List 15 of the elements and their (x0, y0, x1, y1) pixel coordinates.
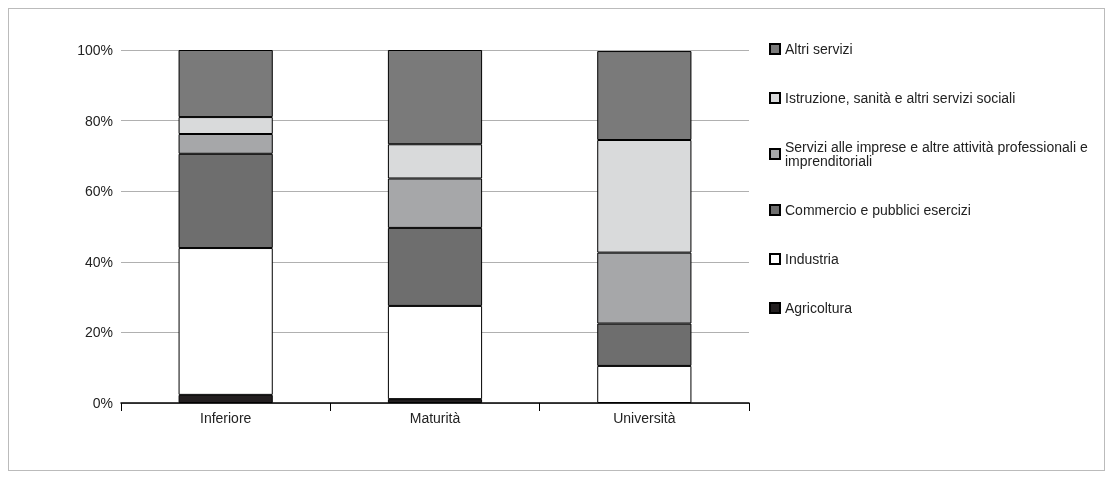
x-tick-label: Maturità (409, 410, 461, 426)
x-tick-label: Inferiore (199, 410, 252, 426)
y-tick-label: 60% (84, 183, 113, 200)
legend-label: Istruzione, sanità e altri servizi sociali (785, 90, 1016, 106)
y-tick-label: 80% (84, 112, 113, 129)
legend-label: Agricoltura (785, 300, 853, 316)
y-tick-label: 100% (77, 42, 113, 58)
y-tick-label: 20% (84, 324, 113, 341)
legend-label: Servizi alle imprese e altre attività professionali e imprenditoriali (785, 139, 1092, 169)
legend-label: Commercio e pubblici esercizi (785, 202, 971, 218)
y-tick-label: 40% (84, 253, 113, 270)
legend-label: Altri servizi (785, 41, 853, 57)
legend-label: Industria (785, 251, 839, 267)
x-tick-label: Università (613, 410, 676, 426)
y-tick-label: 0% (92, 395, 113, 411)
